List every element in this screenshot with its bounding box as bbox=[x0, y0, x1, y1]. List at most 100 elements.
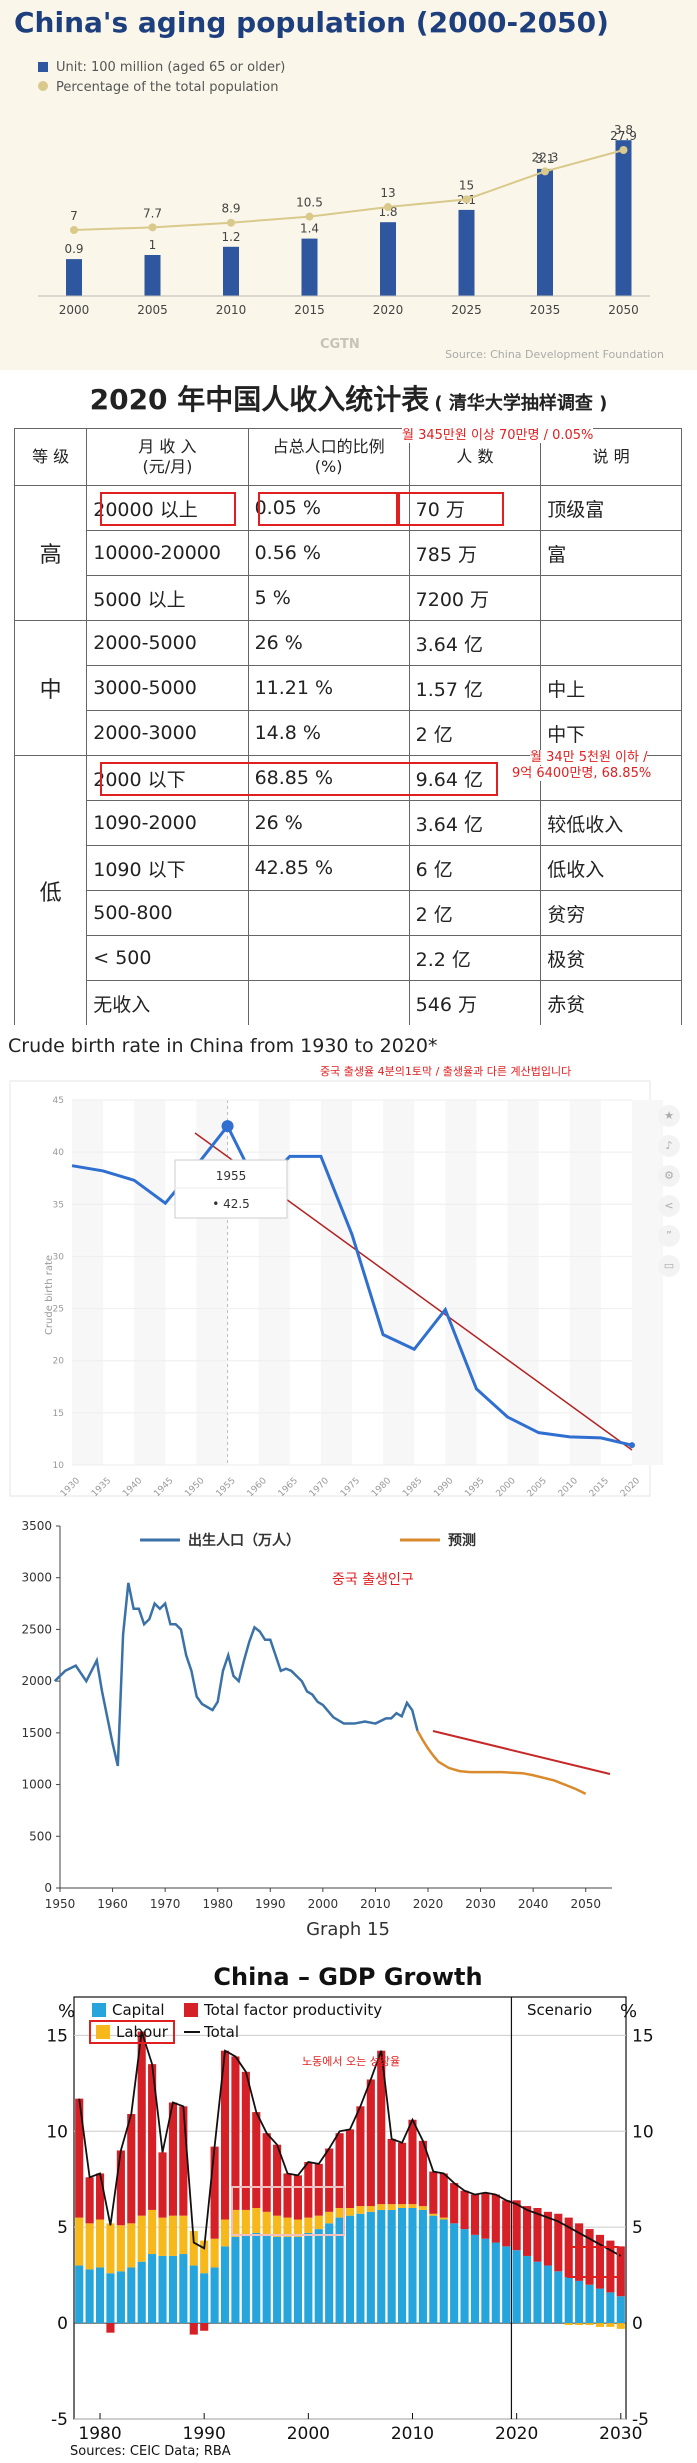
bar-capital-2009 bbox=[398, 2208, 407, 2324]
bar-tfp-2011 bbox=[418, 2140, 427, 2207]
point-2000 bbox=[70, 226, 78, 234]
legend-bar-swatch bbox=[38, 62, 48, 72]
y-tick-1500: 1500 bbox=[21, 1726, 52, 1740]
gdp-growth-panel: China – GDP Growth % % -5 -5 0 0 5 5 10 10 15 15 1… bbox=[0, 1955, 697, 2463]
x-tick-2020: 2020 bbox=[373, 303, 404, 317]
bar-labour-1987 bbox=[168, 2215, 178, 2256]
x-tick-2000: 2000 bbox=[308, 1897, 339, 1911]
bar-tfp-2004 bbox=[345, 2129, 355, 2208]
star-icon[interactable]: ★ bbox=[658, 1105, 680, 1127]
birth-population-chart: 0 500 1000 1500 2000 2500 3000 3500 1950 1960 1970… bbox=[21, 1519, 612, 1940]
bar-tfp-2009 bbox=[398, 2142, 407, 2205]
header-income: 月 收 入 (元/月) bbox=[86, 428, 249, 486]
bar-labour-1995 bbox=[252, 2208, 261, 2233]
gear-icon[interactable]: ⚙ bbox=[658, 1165, 680, 1187]
bar-capital-2014 bbox=[450, 2223, 459, 2324]
bar-labour-1992 bbox=[220, 2219, 230, 2247]
income-cell: 2000-3000 bbox=[86, 710, 249, 756]
aging-population-panel: China's aging population (2000-2050) Uni… bbox=[0, 0, 697, 370]
bar-tfp-2030 bbox=[616, 2246, 625, 2297]
bar-tfp-2014 bbox=[450, 2183, 459, 2224]
bar-capital-2021 bbox=[522, 2255, 532, 2324]
bar-labour-1989 bbox=[189, 2231, 198, 2266]
income-table-title: 2020 年中国人收入统计表 bbox=[89, 383, 430, 416]
bar-labour-1993 bbox=[231, 2209, 240, 2237]
count-cell: 1.57 亿 bbox=[408, 665, 542, 711]
bar-capital-1998 bbox=[283, 2236, 292, 2324]
income-cell: 5000 以上 bbox=[86, 575, 249, 621]
ratio-cell: 0.56 % bbox=[247, 530, 410, 576]
bar-tfp-1988 bbox=[179, 2106, 188, 2216]
highlight-box-income-top bbox=[100, 492, 236, 526]
bar-capital-2024 bbox=[554, 2271, 563, 2324]
x-tick-2050: 2050 bbox=[570, 1897, 601, 1911]
bar-labour-2007 bbox=[377, 2204, 386, 2210]
x-tick-1960: 1960 bbox=[97, 1897, 128, 1911]
point-2020 bbox=[384, 203, 392, 212]
grid-band bbox=[383, 1100, 415, 1465]
table-row: 500-800 2 亿贫穷 bbox=[15, 890, 682, 936]
tooltip: 1955 • 42.5 bbox=[174, 1159, 288, 1219]
bar-tfp-2001 bbox=[314, 2163, 323, 2216]
desc-cell: 极贫 bbox=[540, 935, 682, 981]
labour-note: 노동에서 오는 성장율 bbox=[302, 2055, 400, 2068]
bar-labour-2006 bbox=[366, 2206, 375, 2212]
bar-labour-1983 bbox=[127, 2223, 136, 2268]
bar-capital-2004 bbox=[345, 2215, 355, 2324]
table-row: 中 2000-5000 26 % 3.64 亿 bbox=[13, 620, 682, 756]
bell-icon[interactable]: ♪ bbox=[658, 1135, 680, 1157]
birth-rate-line bbox=[71, 1123, 633, 1447]
bar-tfp-2019 bbox=[502, 2200, 511, 2247]
y-tick-20: 20 bbox=[53, 1357, 65, 1367]
bar-capital-2029 bbox=[606, 2292, 615, 2324]
point-label-2000: 7 bbox=[70, 209, 78, 223]
bar-tfp-1979 bbox=[85, 2177, 94, 2224]
actual-births-line bbox=[53, 1582, 419, 1767]
share-icon[interactable]: < bbox=[658, 1195, 680, 1217]
bar-label-2050: 3.8 bbox=[614, 123, 633, 137]
bar-labour-2030 bbox=[616, 2323, 625, 2329]
income-table: 等 级 月 收 入 (元/月) 占总人口的比例 (%) 人 数 说 明 高 200… bbox=[13, 428, 682, 1025]
print-icon[interactable]: ▭ bbox=[658, 1255, 680, 1277]
bar-capital-2001 bbox=[314, 2229, 323, 2324]
grid-band bbox=[258, 1100, 290, 1465]
bar-labour-1984 bbox=[137, 2215, 146, 2262]
bar-label-2010: 1.2 bbox=[221, 230, 240, 244]
y-tick-right-15: 15 bbox=[632, 2026, 654, 2046]
graph-caption: Graph 15 bbox=[306, 1919, 390, 1940]
point-label-2035: 22.3 bbox=[532, 150, 559, 164]
bar-capital-1993 bbox=[231, 2236, 240, 2324]
bar-tfp-1986 bbox=[158, 2152, 167, 2218]
bar-labour-2026 bbox=[575, 2323, 584, 2326]
birth-population-panel: 0 500 1000 1500 2000 2500 3000 3500 1950 1960 1970… bbox=[0, 1510, 697, 1955]
bar-tfp-2010 bbox=[408, 2119, 417, 2205]
bar-capital-2028 bbox=[595, 2288, 605, 2324]
legend-capital-swatch bbox=[92, 2003, 106, 2017]
bar-labour-2011 bbox=[418, 2206, 427, 2210]
bar-tfp-1985 bbox=[148, 2064, 157, 2210]
point-2015 bbox=[305, 212, 314, 221]
x-tick-2020: 2020 bbox=[495, 2424, 538, 2444]
y-tick-0: 0 bbox=[44, 1881, 52, 1895]
x-tick-2030: 2030 bbox=[599, 2424, 642, 2444]
point-label-2020: 13 bbox=[380, 186, 395, 200]
income-cell: 无收入 bbox=[86, 980, 249, 1025]
bar-labour-2005 bbox=[356, 2206, 365, 2214]
level-cell: 低 bbox=[13, 755, 88, 1025]
bar-capital-2010 bbox=[408, 2208, 417, 2324]
desc-cell: 顶级富 bbox=[540, 485, 682, 531]
bar-labour-2012 bbox=[429, 2213, 438, 2216]
bar-2000 bbox=[66, 259, 82, 296]
grid-band bbox=[134, 1100, 166, 1465]
source-note: Source: China Development Foundation bbox=[445, 348, 664, 361]
level-cell: 中 bbox=[13, 620, 88, 756]
bar-labour-2001 bbox=[314, 2215, 323, 2230]
quote-icon[interactable]: ” bbox=[658, 1225, 680, 1247]
bar-labour-1982 bbox=[116, 2225, 125, 2272]
tooltip-box bbox=[174, 1159, 288, 1219]
bar-tfp-1978 bbox=[75, 2098, 84, 2218]
y-tick-right-5: 5 bbox=[632, 2218, 643, 2238]
grid-band bbox=[507, 1100, 539, 1465]
bar-capital-2011 bbox=[418, 2209, 427, 2324]
grid-band bbox=[196, 1100, 228, 1465]
